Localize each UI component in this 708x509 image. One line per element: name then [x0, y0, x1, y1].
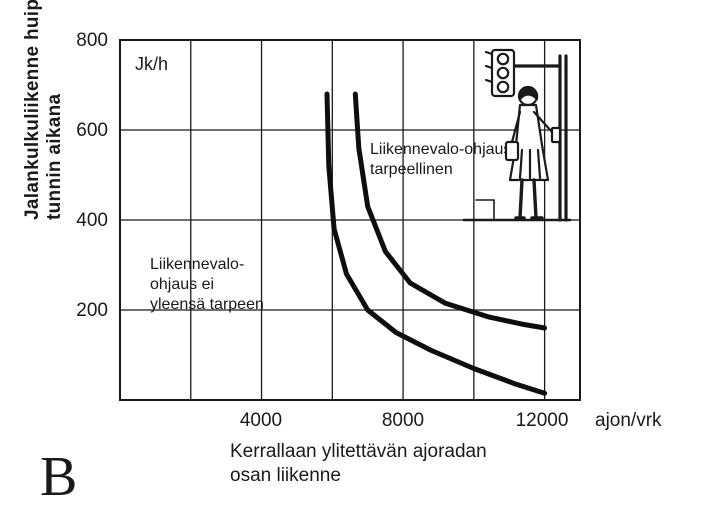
x-axis-label-line2: osan liikenne [230, 464, 487, 488]
x-tick-4000: 4000 [221, 410, 301, 432]
plot-svg [120, 40, 580, 400]
illustration-group [464, 50, 570, 220]
panel-letter: B [40, 445, 77, 509]
x-tick-12000: 12000 [502, 410, 582, 432]
chart-container: B Jalankulkuliikenne huippu- tunnin aika… [40, 20, 660, 490]
y-tick-400: 400 [48, 210, 108, 232]
x-axis-unit: ajon/vrk [595, 410, 662, 432]
x-axis-label: Kerrallaan ylitettävän ajoradan osan lii… [230, 440, 487, 488]
y-tick-200: 200 [48, 300, 108, 322]
x-tick-8000: 8000 [363, 410, 443, 432]
y-tick-800: 800 [48, 30, 108, 52]
x-axis-label-line1: Kerrallaan ylitettävän ajoradan [230, 440, 487, 464]
y-tick-600: 600 [48, 120, 108, 142]
